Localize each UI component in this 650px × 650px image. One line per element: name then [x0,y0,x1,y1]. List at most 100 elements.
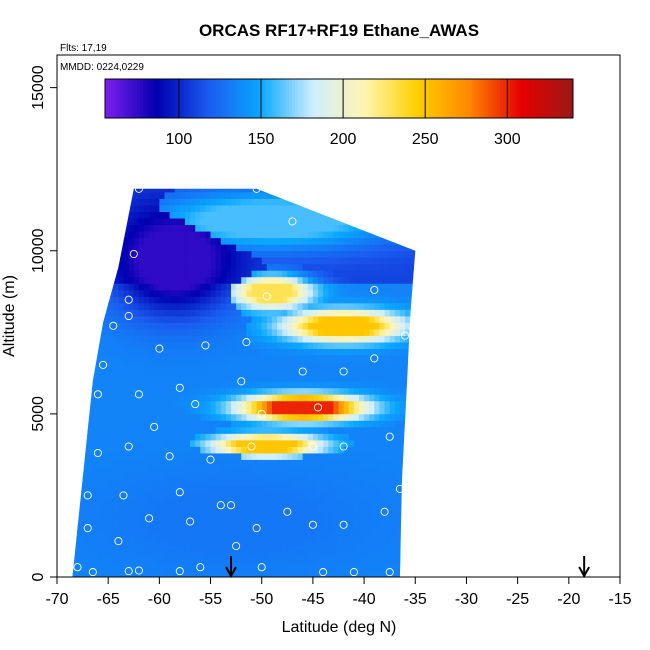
heatmap-cell [318,524,324,532]
colorbar-segment [107,79,112,118]
heatmap-cell [302,188,309,193]
heatmap-cell [374,426,380,434]
heatmap-cell [261,205,268,212]
heatmap-cell [82,263,89,271]
heatmap-cell [231,309,237,317]
heatmap-cell [236,302,242,310]
heatmap-cell [236,231,242,239]
heatmap-cell [108,537,114,545]
heatmap-cell [72,479,78,487]
heatmap-cell [225,263,232,271]
heatmap-cell [190,218,196,226]
heatmap-cell [220,524,227,532]
heatmap-cell [77,270,83,278]
heatmap-cell [420,512,426,519]
heatmap-cell [159,485,165,493]
heatmap-cell [210,250,217,258]
heatmap-cell [251,192,258,199]
heatmap-cell [210,329,217,336]
colorbar-segment [435,79,439,118]
heatmap-cell [82,283,89,291]
heatmap-cell [297,459,304,467]
heatmap-cell [369,557,375,565]
heatmap-cell [353,420,360,428]
heatmap-cell [369,479,375,487]
heatmap-cell [225,479,232,487]
heatmap-cell [92,518,99,526]
heatmap-cell [144,192,150,199]
heatmap-cell [415,459,416,467]
heatmap-cell [169,381,176,389]
heatmap-cell [215,550,222,558]
heatmap-cell [241,342,247,350]
heatmap-cell [184,309,191,317]
heatmap-cell [328,244,334,252]
heatmap-cell [159,198,165,206]
heatmap-cell [271,570,278,578]
colorbar-segment [265,79,270,118]
heatmap-cell [379,276,385,284]
heatmap-cell [82,361,89,369]
heatmap-cell [241,420,247,428]
heatmap-cell [195,387,201,395]
heatmap-cell [225,466,232,473]
heatmap-cell [251,250,258,258]
heatmap-cell [128,466,135,473]
heatmap-cell [195,531,201,539]
arrow-head [578,566,591,579]
heatmap-cell [394,492,401,500]
heatmap-cell [169,485,176,493]
heatmap-cell [328,348,334,356]
heatmap-cell [282,302,288,310]
heatmap-cell [251,368,258,376]
heatmap-cell [215,570,222,578]
heatmap-cell [210,270,217,278]
colorbar-segment [166,79,170,118]
heatmap-cell [405,570,411,578]
heatmap-cell [394,479,401,487]
heatmap-cell [420,531,426,538]
heatmap-cell [92,466,99,473]
heatmap-cell [128,211,135,219]
heatmap-cell [333,237,339,245]
colorbar-segment [230,79,235,118]
heatmap-cell [154,316,160,323]
heatmap-cell [261,250,268,258]
heatmap-cell [271,485,278,493]
heatmap-cell [113,224,119,232]
heatmap-cell [87,479,94,487]
heatmap-cell [169,557,176,565]
heatmap-cell [169,466,176,473]
heatmap-cell [231,296,237,304]
heatmap-cell [379,511,385,519]
heatmap-cell [297,342,304,350]
heatmap-cell [410,563,416,571]
heatmap-cell [271,322,278,330]
heatmap-cell [343,394,350,402]
heatmap-cell [251,198,258,206]
heatmap-cell [200,224,206,232]
heatmap-cell [133,368,140,376]
colorbar-segment [268,79,273,118]
heatmap-cell [77,322,83,330]
heatmap-cell [318,453,324,460]
sample-point [242,338,251,347]
heatmap-cell [149,531,155,539]
colorbar-segment [359,79,363,118]
colorbar-segment [567,79,571,118]
heatmap-cell [343,257,350,265]
heatmap-cell [338,270,345,278]
heatmap-cell [399,511,406,519]
heatmap-cell [348,557,355,565]
heatmap-cell [138,309,145,317]
heatmap-cell [302,192,309,199]
heatmap-cell [389,537,396,545]
heatmap-cell [389,511,396,519]
heatmap-cell [302,537,309,545]
heatmap-cell [77,453,83,460]
heatmap-cell [343,400,350,408]
heatmap-cell [123,511,130,519]
heatmap-cell [87,446,94,454]
heatmap-cell [220,283,227,291]
heatmap-cell [123,446,130,454]
